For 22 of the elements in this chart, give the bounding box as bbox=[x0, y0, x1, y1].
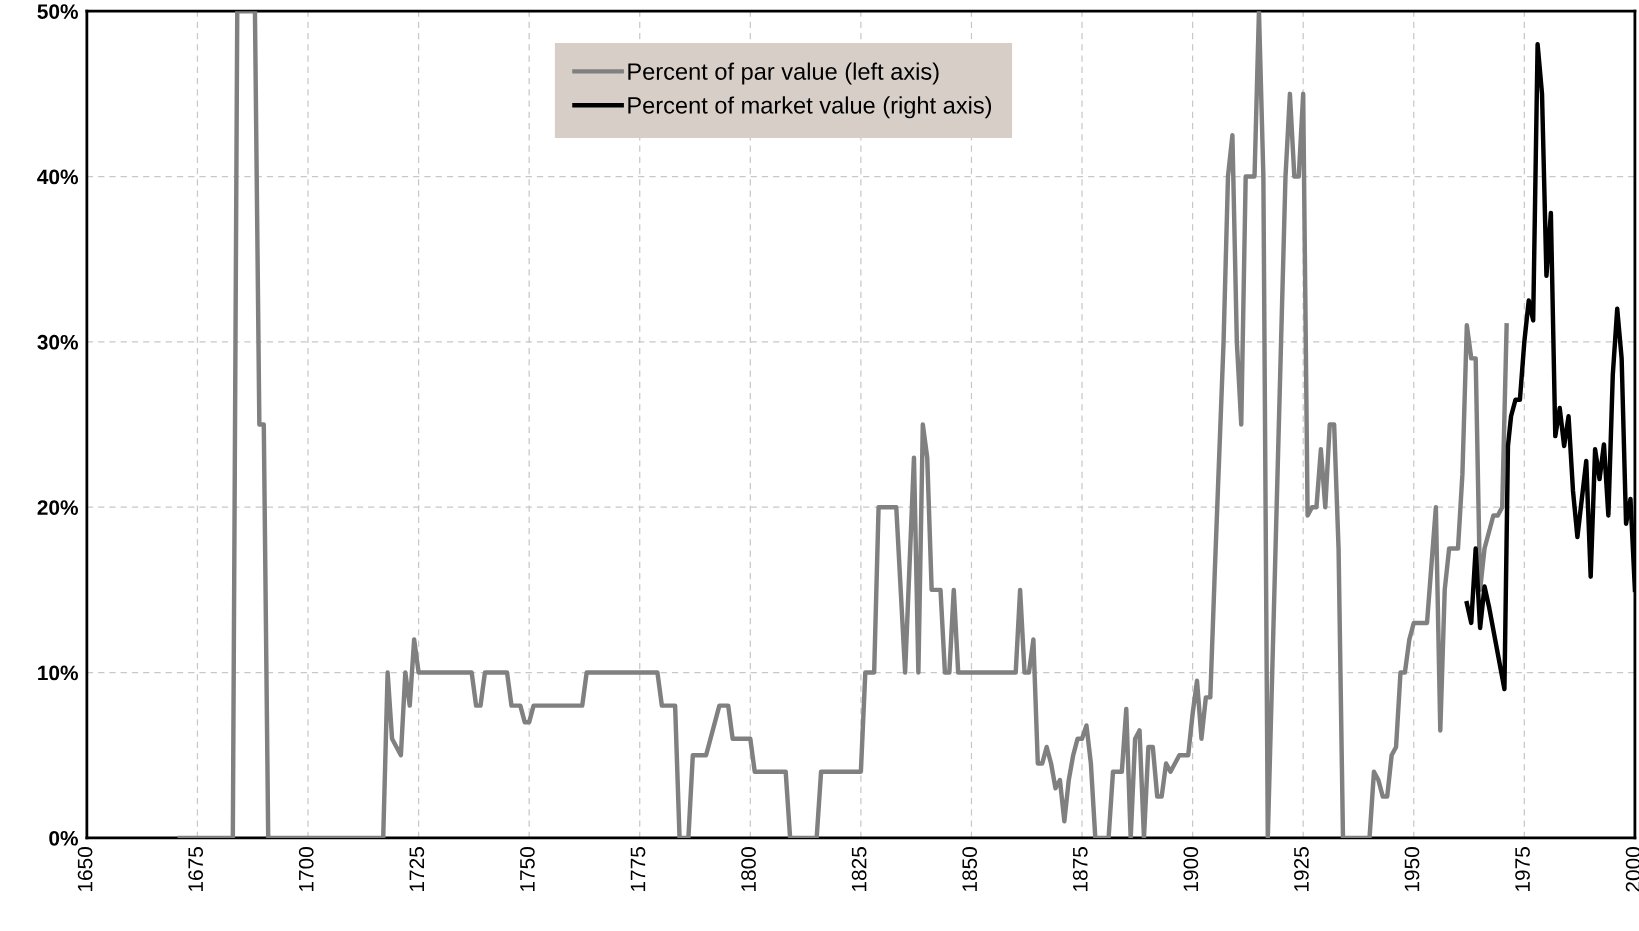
y-tick-label: 40% bbox=[37, 169, 78, 185]
x-tick-label: 1925 bbox=[1294, 847, 1309, 891]
x-tick-label: 1850 bbox=[962, 847, 978, 891]
x-tick-label: 1825 bbox=[851, 847, 867, 891]
x-tick-label: 1950 bbox=[1404, 847, 1420, 891]
y-tick-label: 30% bbox=[37, 334, 78, 350]
x-tick-label: 1750 bbox=[520, 847, 535, 891]
x-tick-label: 1875 bbox=[1072, 847, 1088, 891]
legend-label: Percent of market value (right axis) bbox=[628, 96, 992, 119]
y-tick-label: 50% bbox=[37, 4, 78, 19]
x-tick-label: 1650 bbox=[77, 847, 93, 891]
x-tick-label: 1900 bbox=[1183, 847, 1199, 891]
x-tick-label: 1700 bbox=[298, 847, 314, 891]
y-tick-label: 20% bbox=[37, 500, 78, 515]
x-tick-label: 1800 bbox=[741, 847, 756, 891]
x-tick-label: 1725 bbox=[409, 847, 425, 891]
x-tick-label: 1975 bbox=[1515, 847, 1530, 891]
legend-label: Percent of par value (left axis) bbox=[628, 62, 939, 85]
y-tick-label: 10% bbox=[38, 665, 78, 681]
x-tick-label: 1675 bbox=[188, 847, 204, 891]
y-tick-label: 0% bbox=[49, 830, 78, 846]
x-tick-label: 1775 bbox=[630, 847, 646, 891]
